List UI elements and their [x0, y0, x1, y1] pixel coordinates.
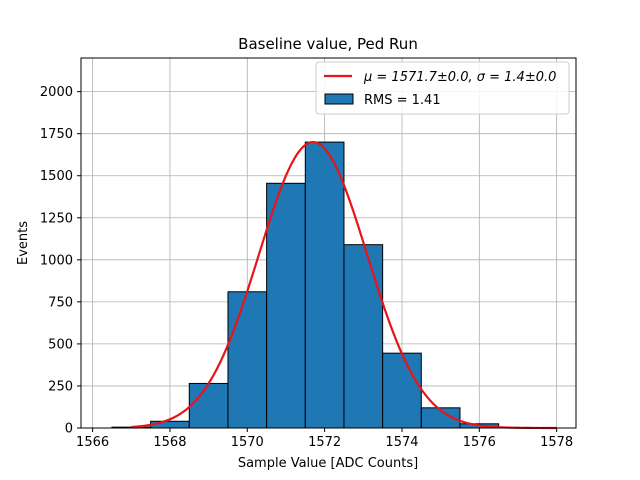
histogram-bar	[188, 382, 229, 429]
y-tick-label: 2000	[40, 85, 73, 100]
x-tick-label: 1566	[76, 435, 109, 450]
histogram-bar	[304, 141, 345, 429]
y-axis-ticks: 0 250 500 750 1000 1250 1500 1750 2000	[40, 85, 81, 437]
x-tick-label: 1574	[385, 435, 418, 450]
y-tick-label: 750	[48, 295, 73, 310]
x-axis-ticks: 1566 1568 1570 1572 1574 1576 1578	[76, 428, 573, 450]
chart-title: Baseline value, Ped Run	[238, 35, 418, 53]
y-tick-label: 250	[48, 379, 73, 394]
y-tick-label: 1500	[40, 169, 73, 184]
x-tick-label: 1576	[463, 435, 496, 450]
x-tick-label: 1578	[540, 435, 573, 450]
y-tick-label: 1000	[40, 253, 73, 268]
legend-fit-sigma: σ = 1.4±0.0	[477, 70, 557, 85]
legend-bar-swatch	[324, 93, 354, 105]
y-tick-label: 0	[65, 422, 73, 437]
histogram-bar	[266, 182, 306, 429]
histogram-bar	[227, 291, 268, 429]
y-tick-label: 500	[48, 337, 73, 352]
x-tick-label: 1572	[308, 435, 341, 450]
histogram-bar	[343, 244, 384, 429]
x-tick-label: 1568	[153, 435, 186, 450]
gaussian-fit-line	[131, 140, 557, 430]
legend-bar-label: RMS = 1.41	[364, 93, 441, 108]
legend-fit-mu: μ = 1571.7±0.0,	[363, 70, 477, 85]
legend-box	[315, 61, 570, 115]
x-axis-label: Sample Value [ADC Counts]	[238, 456, 418, 471]
histogram-bars	[111, 141, 500, 429]
legend: μ = 1571.7±0.0, σ = 1.4±0.0 RMS = 1.41	[315, 61, 570, 115]
plot-frame	[80, 57, 577, 429]
y-axis-label: Events	[16, 221, 31, 265]
histogram-bar	[382, 352, 422, 429]
x-tick-label: 1570	[231, 435, 264, 450]
y-tick-label: 1750	[40, 127, 73, 142]
legend-fit-label: μ = 1571.7±0.0, σ = 1.4±0.0	[363, 70, 556, 85]
y-tick-label: 1250	[40, 211, 73, 226]
